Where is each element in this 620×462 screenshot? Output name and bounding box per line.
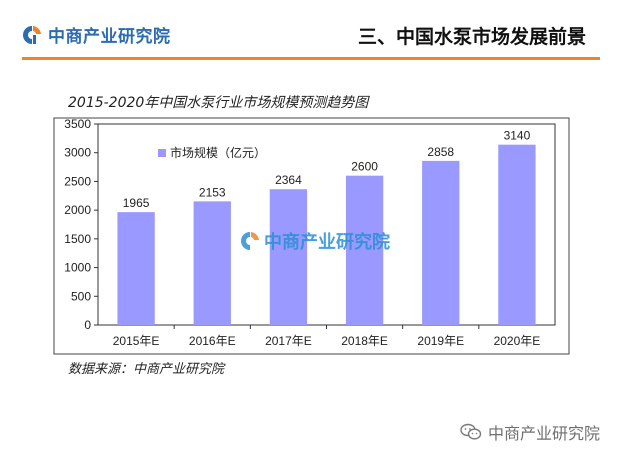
logo-text: 中商产业研究院	[48, 27, 171, 47]
data-label: 2858	[427, 145, 454, 159]
bar	[422, 160, 460, 325]
data-label: 3140	[504, 129, 531, 143]
y-tick-label: 3500	[64, 117, 91, 131]
x-tick-label: 2016年E	[189, 334, 236, 348]
bar	[117, 212, 155, 325]
x-tick-label: 2015年E	[113, 334, 160, 348]
center-watermark-text: 中商产业研究院	[264, 231, 390, 253]
header-divider	[22, 57, 600, 60]
data-label: 2153	[199, 185, 226, 199]
bar	[345, 175, 384, 325]
legend-swatch	[158, 149, 166, 157]
data-label: 1965	[123, 196, 150, 210]
x-tick-label: 2017年E	[265, 334, 312, 348]
x-tick-label: 2020年E	[494, 334, 541, 348]
y-tick-label: 2500	[64, 174, 91, 188]
y-tick-label: 2000	[64, 203, 91, 217]
watermark-logo-icon	[241, 232, 250, 250]
x-tick-label: 2019年E	[417, 334, 464, 348]
bar	[498, 144, 536, 325]
wechat-icon	[460, 423, 482, 440]
bottom-watermark-text: 中商产业研究院	[487, 424, 600, 443]
data-label: 2600	[351, 160, 378, 174]
logo: 中商产业研究院	[22, 22, 171, 47]
bottom-watermark: 中商产业研究院	[460, 420, 600, 444]
y-tick-label: 1000	[64, 261, 91, 275]
chart-title: 2015-2020年中国水泵行业市场规模预测趋势图	[68, 95, 369, 111]
y-tick-label: 3000	[64, 146, 91, 160]
chart-border	[53, 117, 570, 355]
y-tick-label: 500	[71, 289, 91, 303]
section-title: 三、中国水泵市场发展前景	[357, 26, 586, 48]
data-label: 2364	[275, 173, 302, 187]
plot-area	[97, 123, 556, 326]
data-source: 数据来源：中商产业研究院	[68, 362, 225, 377]
bar	[193, 201, 231, 325]
logo-icon	[23, 25, 41, 44]
watermark-logo-accent	[251, 232, 259, 240]
bar	[269, 189, 308, 325]
x-tick-label: 2018年E	[341, 334, 388, 348]
header: 中商产业研究院 三、中国水泵市场发展前景	[0, 0, 620, 66]
y-tick-label: 1500	[64, 232, 91, 246]
y-tick-label: 0	[84, 318, 91, 332]
legend-label: 市场规模（亿元）	[170, 145, 266, 160]
